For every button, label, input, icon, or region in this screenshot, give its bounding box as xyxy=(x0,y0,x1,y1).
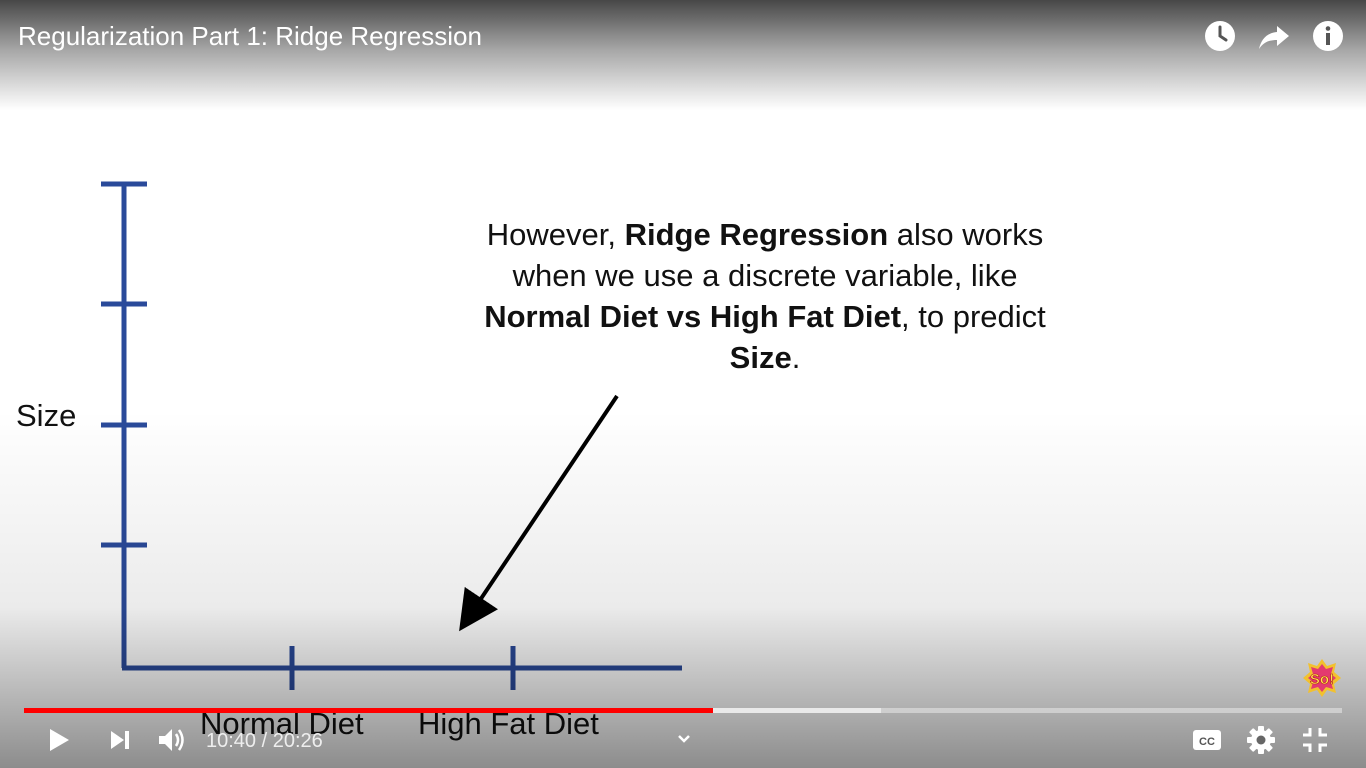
share-icon xyxy=(1259,26,1289,49)
next-button[interactable] xyxy=(102,722,138,758)
chevron-down-icon xyxy=(678,735,690,743)
logo-text: So! xyxy=(1310,671,1334,688)
settings-icon xyxy=(1247,726,1275,754)
current-time: 10:40 xyxy=(206,730,257,752)
progress-played xyxy=(24,708,714,713)
watch-later-button[interactable] xyxy=(1202,18,1238,54)
settings-button[interactable] xyxy=(1243,722,1279,758)
video-title[interactable]: Regularization Part 1: Ridge Regression xyxy=(18,21,482,51)
callout-part: However, xyxy=(486,217,625,252)
time-display: 10:40 / 20:26 xyxy=(206,730,323,753)
y-axis-label: Size xyxy=(16,398,77,433)
callout-part: . xyxy=(791,340,801,375)
svg-text:CC: CC xyxy=(1199,736,1215,748)
share-button[interactable] xyxy=(1256,18,1292,54)
exit-fullscreen-icon xyxy=(1303,728,1327,752)
time-separator: / xyxy=(256,730,273,752)
callout-bold: Ridge Regression xyxy=(624,217,889,252)
next-icon xyxy=(111,731,129,749)
volume-button[interactable] xyxy=(154,722,190,758)
callout-arrow xyxy=(459,394,619,632)
closed-captions-icon: CC xyxy=(1193,730,1221,750)
callout-part: , to predict xyxy=(901,299,1046,334)
closed-captions-button[interactable]: CC xyxy=(1189,722,1225,758)
info-button[interactable] xyxy=(1310,18,1346,54)
exit-fullscreen-button[interactable] xyxy=(1297,722,1333,758)
callout-text: However, Ridge Regression also works whe… xyxy=(480,214,1050,378)
volume-icon xyxy=(159,729,184,751)
callout-bold: Normal Diet vs High Fat Diet xyxy=(484,299,902,334)
duration: 20:26 xyxy=(272,730,323,752)
play-button[interactable] xyxy=(40,722,76,758)
progress-bar[interactable] xyxy=(24,708,1342,713)
channel-logo[interactable]: So! xyxy=(1302,658,1342,698)
info-icon xyxy=(1313,21,1343,51)
watch-later-icon xyxy=(1205,21,1235,51)
callout-part: also works when we use a discrete variab… xyxy=(512,217,1044,293)
chevron-button[interactable] xyxy=(672,726,696,750)
callout-bold: Size xyxy=(729,340,792,375)
channel-logo-graphic: So! xyxy=(1303,659,1341,697)
play-icon xyxy=(50,729,69,751)
